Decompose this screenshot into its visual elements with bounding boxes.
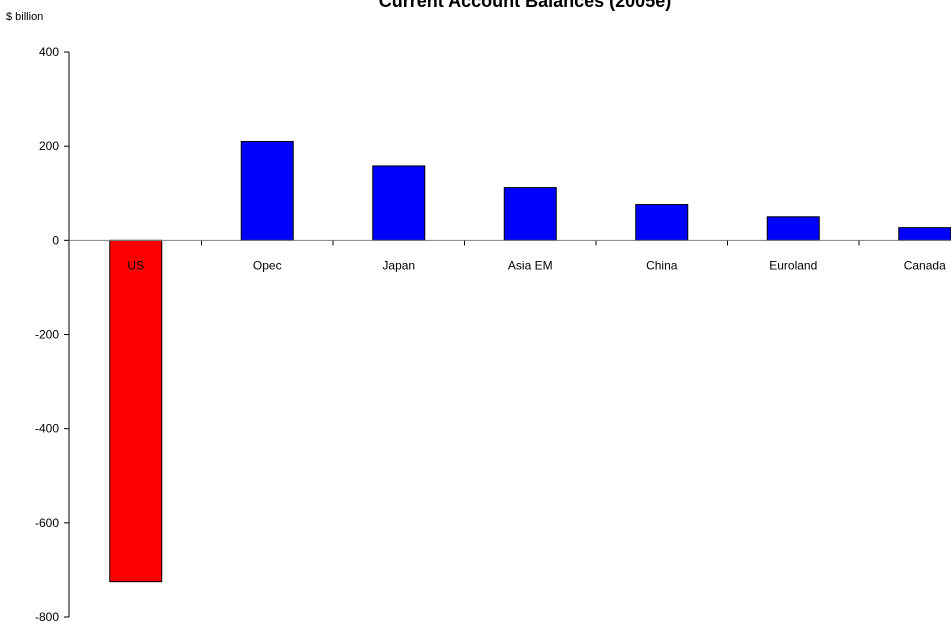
y-tick-label-2: 0 (52, 233, 59, 247)
y-tick-label-3: -200 (35, 328, 59, 342)
y-axis-label: $ billion (6, 11, 43, 23)
category-label-asia-em: Asia EM (508, 258, 553, 272)
y-tick-label-5: -600 (35, 516, 59, 530)
category-label-us: US (127, 258, 144, 272)
category-label-china: China (646, 258, 678, 272)
y-ticks-group: 400 200 0 -200 -400 -600 -800 (35, 45, 69, 622)
y-tick-label-4: -400 (35, 422, 59, 436)
bars-group (110, 141, 951, 581)
chart-title: Current Account Balances (2005e) (379, 0, 671, 11)
y-tick-label-6: -800 (35, 610, 59, 622)
bar-china (636, 205, 688, 241)
category-label-canada: Canada (904, 258, 946, 272)
y-tick-label-0: 400 (39, 45, 59, 59)
category-labels-group: US Opec Japan Asia EM China Euroland Canada (127, 258, 946, 272)
category-label-japan: Japan (382, 258, 415, 272)
y-tick-label-1: 200 (39, 139, 59, 153)
category-label-opec: Opec (253, 258, 282, 272)
bar-euroland (767, 217, 819, 241)
bar-us (110, 240, 162, 581)
bar-opec (241, 141, 293, 240)
bar-asia-em (504, 188, 556, 241)
category-label-euroland: Euroland (769, 258, 817, 272)
bar-canada (899, 228, 951, 241)
bar-japan (373, 166, 425, 240)
